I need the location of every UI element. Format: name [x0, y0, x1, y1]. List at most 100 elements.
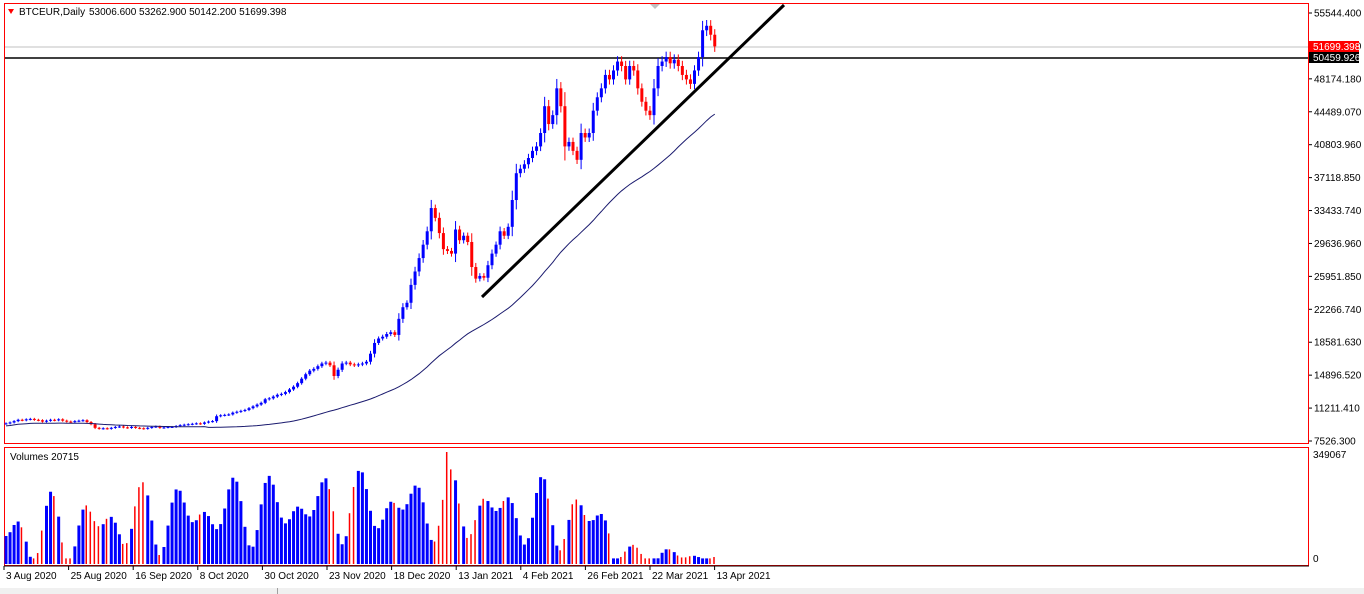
candle-body: [105, 428, 109, 430]
candle-body: [644, 101, 648, 111]
volume-bar: [324, 478, 328, 564]
volume-bar: [579, 505, 583, 564]
candle-body: [660, 61, 664, 67]
trendline[interactable]: [480, 3, 786, 299]
volume-bar: [425, 523, 429, 564]
volume-bar: [146, 495, 150, 564]
time-axis-label: 26 Feb 2021: [587, 571, 644, 582]
volume-pane: [4, 447, 1309, 566]
candle-body: [433, 208, 437, 218]
volume-bar: [259, 504, 263, 564]
candle-body: [267, 398, 271, 400]
candle-body: [587, 133, 591, 138]
volume-bar: [142, 482, 144, 564]
candle-body: [211, 421, 215, 423]
hline-price-label: 50459.926: [1313, 53, 1361, 64]
volume-bar: [162, 546, 166, 564]
candle-body: [142, 428, 146, 430]
volume-bar: [109, 516, 113, 564]
volume-bar: [20, 527, 23, 564]
candle-body: [324, 362, 328, 364]
candle-body: [348, 362, 352, 365]
volume-bar: [231, 477, 235, 564]
volume-bar: [93, 521, 96, 564]
volume-bar: [697, 557, 701, 564]
current-price-badge: [1309, 41, 1359, 52]
candle-body: [45, 420, 48, 422]
candle-body: [85, 420, 89, 423]
volume-bar: [182, 502, 186, 564]
volume-bar: [202, 511, 206, 564]
bottom-scrollbar[interactable]: [0, 588, 1364, 594]
current-price-label: 51699.398: [1313, 42, 1361, 53]
candle-body: [4, 423, 8, 425]
candle-body: [599, 88, 603, 98]
volume-bar: [69, 558, 71, 564]
volume-bar: [235, 481, 239, 564]
time-axis-label: 22 Mar 2021: [652, 571, 709, 582]
volume-axis-zero-label: 0: [1313, 554, 1319, 565]
candle-body: [134, 426, 138, 428]
volume-bar: [215, 529, 219, 564]
candle-body: [170, 426, 174, 428]
candle-body: [676, 59, 680, 67]
volume-bar: [251, 546, 255, 564]
volume-bar: [134, 506, 136, 564]
volume-bar: [417, 487, 421, 564]
volume-bar: [360, 472, 364, 564]
volume-bar: [478, 505, 482, 564]
volume-bar: [377, 528, 381, 564]
price-axis-label: 48174.180: [1314, 74, 1362, 85]
volume-bar: [36, 553, 39, 564]
candle-body: [413, 271, 417, 285]
candle-body: [373, 342, 377, 354]
candle-body: [182, 424, 186, 426]
volume-bar: [433, 541, 436, 564]
candle-body: [364, 361, 368, 364]
candle-body: [77, 420, 81, 422]
volume-bar: [551, 525, 555, 564]
candle-body: [506, 226, 510, 236]
candles-layer: [4, 20, 717, 430]
volume-bar: [65, 558, 67, 564]
collapse-arrow-icon[interactable]: [8, 9, 14, 14]
candle-body: [381, 336, 385, 339]
candle-body: [57, 419, 61, 421]
candle-body: [563, 106, 567, 147]
candle-body: [316, 366, 320, 369]
volume-bar: [701, 558, 705, 564]
volume-bar: [263, 482, 267, 564]
volume-bar: [559, 550, 561, 564]
volume-bar: [8, 532, 12, 564]
volume-bar: [211, 524, 215, 564]
candle-body: [494, 244, 498, 254]
volume-bar: [138, 487, 140, 564]
shift-marker-icon[interactable]: [650, 4, 660, 9]
scrollbar-thumb[interactable]: [277, 588, 373, 594]
volume-bar: [393, 502, 395, 564]
volume-bar: [567, 519, 571, 564]
volume-bar: [705, 558, 709, 564]
candle-body: [612, 70, 615, 80]
volume-bar: [652, 558, 656, 564]
volume-bar: [279, 517, 283, 564]
candle-body: [664, 57, 668, 62]
time-axis-label: 4 Feb 2021: [523, 571, 574, 582]
price-axis-label: 22266.740: [1314, 305, 1362, 316]
candle-body: [247, 408, 251, 410]
candle-body: [632, 66, 636, 71]
volume-bar: [369, 510, 372, 564]
candle-body: [178, 425, 182, 427]
volume-bar: [243, 526, 247, 564]
volume-bar: [693, 555, 696, 564]
candle-body: [186, 424, 190, 426]
candle-body: [243, 409, 247, 411]
candle-body: [583, 133, 587, 138]
volume-bar: [364, 489, 368, 564]
volume-bar: [518, 535, 522, 564]
time-axis: 3 Aug 2020 25 Aug 2020 16 Sep 2020 8 Oct 20…: [3, 566, 771, 582]
volume-bar: [150, 520, 154, 564]
volume-bar: [57, 516, 61, 564]
price-axis-label: 29636.960: [1314, 239, 1362, 250]
volume-bar: [316, 496, 320, 564]
